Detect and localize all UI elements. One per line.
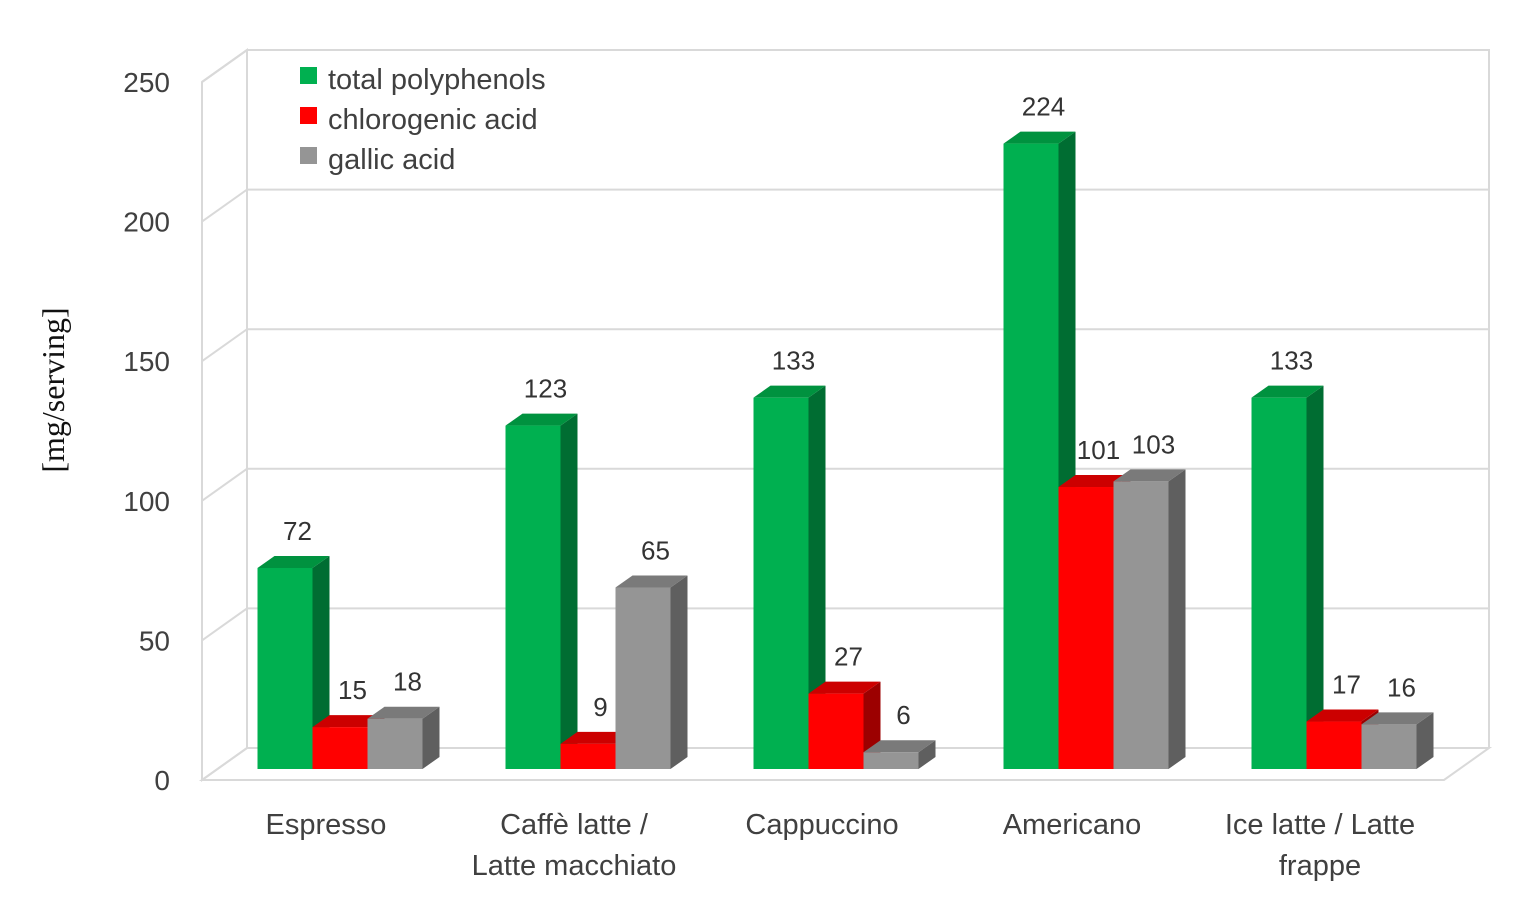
- gridline: [201, 49, 1489, 83]
- bar-side: [312, 555, 330, 769]
- y-tick-label: 200: [123, 207, 170, 238]
- y-tick-label: 0: [154, 765, 170, 796]
- bar-side: [1306, 385, 1324, 769]
- data-label: 224: [1022, 92, 1065, 122]
- bar: [1251, 385, 1324, 769]
- bar-front: [1361, 724, 1417, 769]
- bar: [753, 385, 826, 769]
- data-label: 103: [1132, 429, 1175, 459]
- bar: [505, 413, 578, 769]
- bar-side: [1416, 712, 1434, 769]
- category-label: Latte macchiato: [472, 850, 677, 882]
- data-label: 15: [338, 675, 367, 705]
- legend-swatch: [300, 147, 317, 164]
- data-label: 72: [283, 516, 312, 546]
- bar-top: [367, 706, 440, 719]
- category-label: Caffè latte /: [500, 809, 649, 841]
- data-label: 6: [896, 700, 910, 730]
- data-label: 9: [593, 692, 607, 722]
- bar-front: [1113, 481, 1169, 769]
- legend-swatch: [300, 67, 317, 84]
- bar-front: [312, 727, 368, 769]
- bar-top: [1306, 709, 1379, 722]
- category-label: Ice latte / Latte: [1225, 809, 1415, 841]
- legend-item: total polyphenols: [300, 64, 546, 96]
- y-tick-label: 150: [123, 346, 170, 377]
- bar-side: [1168, 469, 1186, 769]
- bar: [1113, 469, 1186, 769]
- bar-front: [257, 567, 313, 769]
- data-label: 123: [524, 374, 567, 404]
- bar-top: [808, 681, 881, 694]
- bar-top: [753, 385, 826, 398]
- legend-swatch: [300, 107, 317, 124]
- bar-side: [422, 706, 440, 769]
- bar-side: [918, 740, 936, 769]
- bar-top: [1058, 475, 1131, 488]
- bar-front: [367, 718, 423, 769]
- bar: [863, 740, 936, 769]
- data-label: 133: [1270, 346, 1313, 376]
- data-label: 101: [1077, 435, 1120, 465]
- bar-front: [863, 752, 919, 769]
- bar-front: [1306, 721, 1362, 769]
- data-label: 17: [1332, 670, 1361, 700]
- bar-front: [1003, 143, 1059, 770]
- bar-front: [1251, 397, 1307, 769]
- bar-front: [808, 693, 864, 769]
- y-axis-label: [mg/serving]: [35, 307, 71, 472]
- legend-item: chlorogenic acid: [300, 104, 538, 136]
- bar-side: [670, 575, 688, 769]
- legend: total polyphenols chlorogenic acid gallic …: [300, 64, 546, 176]
- bar-top: [1113, 469, 1186, 482]
- data-label: 18: [393, 667, 422, 697]
- bar: [257, 555, 330, 769]
- y-axis-ticks: 0 50 100 150 200 250: [123, 67, 170, 796]
- bar-top: [863, 740, 936, 753]
- bar-top: [560, 731, 633, 744]
- bar: [808, 681, 881, 769]
- bar-front: [505, 425, 561, 769]
- legend-label: chlorogenic acid: [328, 104, 538, 136]
- bar: [1361, 712, 1434, 769]
- floor: [198, 747, 1493, 781]
- bar-front: [560, 743, 616, 769]
- gridline: [201, 188, 1489, 223]
- bar-front: [753, 397, 809, 769]
- bar-top: [505, 413, 578, 426]
- bars: [257, 131, 1434, 770]
- bar: [615, 575, 688, 769]
- bar-top: [615, 575, 688, 588]
- bar-front: [1058, 487, 1114, 769]
- legend-item: gallic acid: [300, 144, 455, 176]
- side-wall: [201, 48, 248, 782]
- legend-label: gallic acid: [328, 144, 455, 176]
- category-label: Espresso: [266, 809, 387, 841]
- data-label: 27: [834, 642, 863, 672]
- data-label: 65: [641, 536, 670, 566]
- legend-label: total polyphenols: [328, 64, 546, 96]
- bar-side: [560, 413, 578, 769]
- bar: [1003, 131, 1076, 770]
- data-label: 16: [1387, 672, 1416, 702]
- bar-top: [1003, 131, 1076, 144]
- data-labels: 72 123 133 224 133 15 9 27 101 17 18 65 6 103 16: [283, 92, 1416, 731]
- bar: [367, 706, 440, 769]
- bar-top: [1361, 712, 1434, 725]
- bar-top: [257, 555, 330, 568]
- category-label: frappe: [1279, 850, 1361, 882]
- category-label: Americano: [1003, 809, 1142, 841]
- y-tick-label: 50: [139, 625, 170, 656]
- category-labels: Espresso Caffè latte / Latte macchiato Capp…: [266, 809, 1416, 882]
- data-label: 133: [772, 346, 815, 376]
- bar-top: [312, 715, 385, 728]
- bar-top: [1251, 385, 1324, 398]
- category-label: Cappuccino: [745, 809, 898, 841]
- bar-front: [615, 587, 671, 769]
- y-tick-label: 250: [123, 67, 170, 98]
- bar-side: [808, 385, 826, 769]
- y-tick-label: 100: [123, 486, 170, 517]
